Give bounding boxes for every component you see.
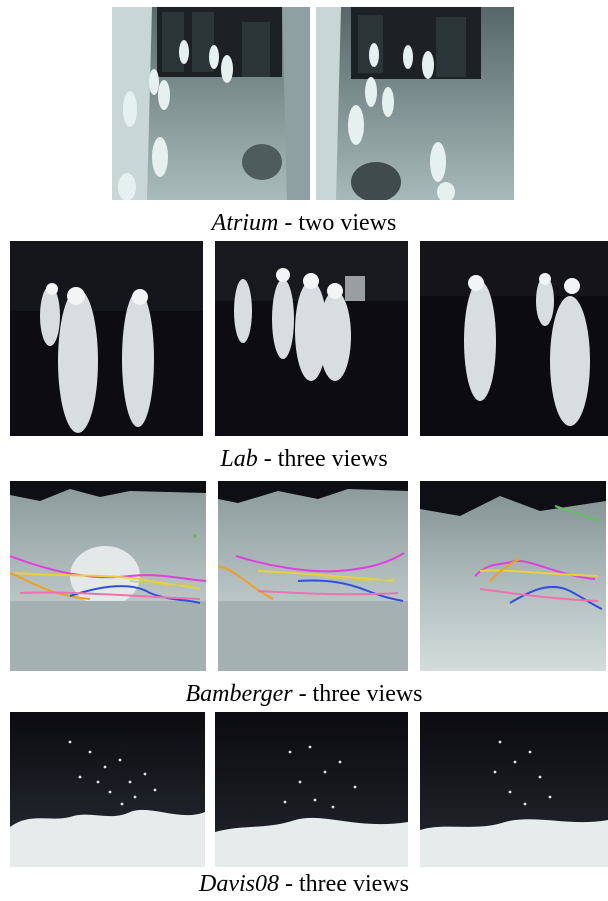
caption-davis08-dataset: Davis08 [199,871,280,897]
lab-view-2 [215,241,408,436]
bamberger-view-2 [218,481,408,671]
caption-atrium-suffix: - two views [278,210,397,236]
caption-lab-dataset: Lab [220,446,258,472]
davis08-view-3 [420,712,608,867]
bamberger-view-3 [420,481,606,671]
caption-davis08: Davis08 - three views [0,870,608,898]
bamberger-view-1 [10,481,206,671]
davis08-view-2 [215,712,408,867]
caption-lab-suffix: - three views [257,446,388,472]
lab-view-1 [10,241,203,436]
atrium-view-2 [316,7,514,200]
caption-bamberger: Bamberger - three views [0,680,608,708]
caption-atrium: Atrium - two views [0,209,608,237]
atrium-view-1 [112,7,310,200]
caption-lab: Lab - three views [0,445,608,473]
lab-view-3 [420,241,608,436]
caption-davis08-suffix: - three views [279,871,409,897]
caption-bamberger-suffix: - three views [292,681,423,707]
caption-atrium-dataset: Atrium [211,210,279,236]
davis08-view-1 [10,712,205,867]
caption-bamberger-dataset: Bamberger [185,681,293,707]
